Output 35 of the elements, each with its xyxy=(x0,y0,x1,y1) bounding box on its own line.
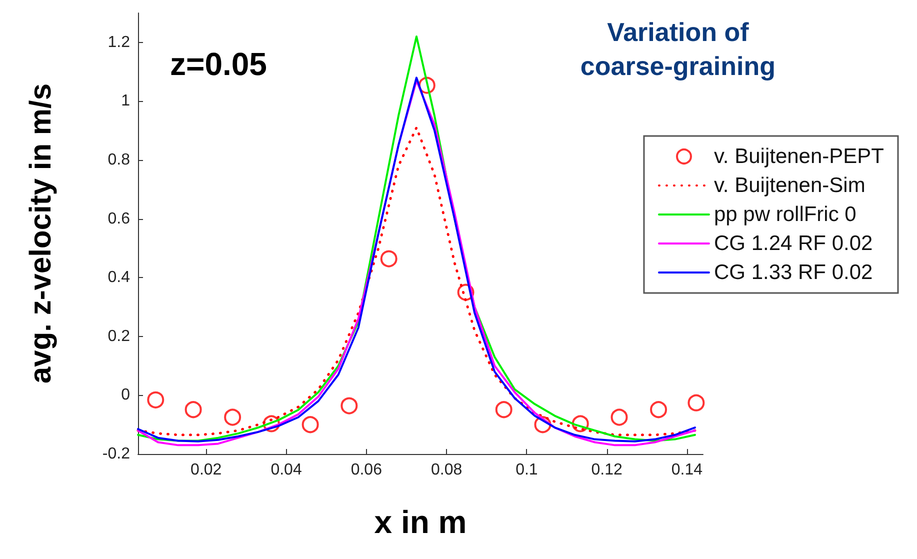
y-tick-label: 0 xyxy=(121,386,130,404)
x-tick-label: 0.04 xyxy=(270,462,302,478)
y-tick-label: 0.4 xyxy=(108,269,130,286)
point xyxy=(650,401,668,418)
y-axis-title: avg. z-velocity in m/s xyxy=(24,83,58,384)
y-tick-label: 1.2 xyxy=(108,34,130,51)
point xyxy=(340,397,358,414)
legend-label: v. Buijtenen-Sim xyxy=(714,174,866,197)
point xyxy=(302,416,319,434)
legend-label: pp pw rollFric 0 xyxy=(714,203,856,226)
text: Variation of coarse-graining xyxy=(580,17,776,81)
legend-label: CG 1.24 RF 0.02 xyxy=(714,232,873,255)
x-tick-label: 0.02 xyxy=(190,462,222,478)
legend-label: CG 1.33 RF 0.02 xyxy=(714,261,873,284)
y-tick-label: -0.2 xyxy=(102,446,130,462)
x-tick-label: 0.1 xyxy=(516,462,538,478)
line-series xyxy=(136,126,696,436)
y-tick-label: 1 xyxy=(121,92,130,110)
point xyxy=(610,408,628,426)
point xyxy=(184,401,202,418)
x-tick-label: 0.06 xyxy=(350,462,382,478)
point xyxy=(495,401,512,418)
x-tick-label: 0.08 xyxy=(430,462,462,478)
x-tick-label: 0.12 xyxy=(591,462,622,478)
y-tick-label: 0.8 xyxy=(108,152,130,168)
y-tick-label: 0.2 xyxy=(108,328,130,345)
x-axis-title: x in m xyxy=(374,504,467,540)
legend-label: v. Buijtenen-PEPT xyxy=(714,145,884,168)
x-tick-label: 0.14 xyxy=(671,462,703,478)
point xyxy=(147,391,164,408)
point xyxy=(688,394,705,412)
y-tick-label: 0.6 xyxy=(108,210,130,228)
point xyxy=(224,408,242,426)
annotation: z=0.05 xyxy=(170,46,267,82)
point xyxy=(380,250,398,268)
